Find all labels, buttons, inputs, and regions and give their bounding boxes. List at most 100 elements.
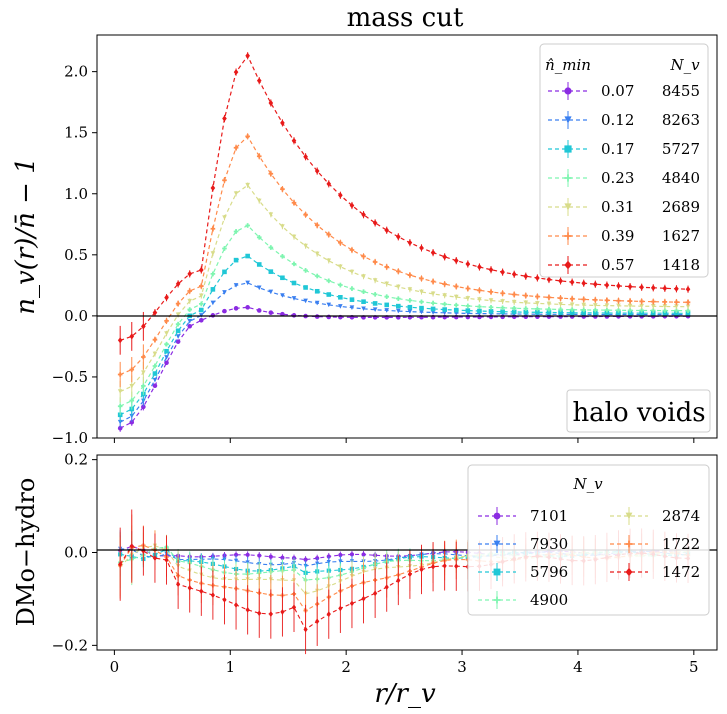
top-point-0.57 <box>372 219 378 226</box>
top-point-0.57 <box>523 273 529 280</box>
bottom-point-1472 <box>430 563 436 570</box>
top-point-0.31 <box>175 312 181 318</box>
top-point-0.31 <box>361 274 366 279</box>
top-point-0.17 <box>349 297 355 302</box>
top-point-0.23 <box>187 307 193 312</box>
top-point-0.23 <box>477 304 482 309</box>
top-point-0.17 <box>523 309 529 315</box>
top-point-0.39 <box>430 279 436 284</box>
bottom-legend-marker <box>493 512 501 520</box>
bottom-legend-item: 4900 <box>478 591 568 609</box>
top-point-0.12 <box>233 283 239 288</box>
top-point-0.31 <box>523 300 529 306</box>
top-point-0.57 <box>210 184 216 192</box>
top-point-0.57 <box>674 285 679 292</box>
top-point-0.23 <box>569 307 575 312</box>
top-point-0.57 <box>569 279 575 286</box>
top-line-0.31 <box>119 184 689 393</box>
top-legend-marker <box>564 260 572 270</box>
bottom-xtick-label: 1 <box>225 658 235 676</box>
bottom-y-axis-label: DMo−hydro <box>12 478 40 627</box>
top-point-0.17 <box>326 292 332 297</box>
top-point-0.57 <box>384 227 390 234</box>
bottom-xtick-label: 4 <box>573 658 583 676</box>
bottom-point-1472 <box>187 585 192 591</box>
top-point-0.31 <box>349 269 355 275</box>
top-point-0.39 <box>256 153 262 159</box>
top-point-0.17 <box>569 310 575 316</box>
top-legend-header-nmin: n̂_min <box>545 56 591 74</box>
top-point-0.12 <box>419 309 424 315</box>
top-point-0.39 <box>639 299 644 304</box>
top-point-0.17 <box>627 310 633 316</box>
top-legend: n̂_min N_v 0.07 8455 0.12 8263 0.17 5727 0.23 4… <box>539 43 709 278</box>
top-ytick-label: 0.0 <box>64 307 88 325</box>
top-point-0.17 <box>198 307 204 313</box>
top-point-0.31 <box>291 234 297 240</box>
top-point-0.31 <box>650 304 656 309</box>
top-point-0.23 <box>361 289 366 295</box>
bottom-point-7930 <box>338 559 343 564</box>
top-point-0.07 <box>222 308 227 314</box>
top-legend-item: 0.07 8455 <box>548 82 700 100</box>
bottom-point-1472 <box>361 595 366 602</box>
top-point-0.31 <box>500 299 505 304</box>
top-point-0.57 <box>593 281 598 288</box>
top-line-0.17 <box>119 255 688 416</box>
top-point-0.57 <box>129 333 135 340</box>
top-point-0.57 <box>222 115 227 122</box>
top-point-0.23 <box>129 398 135 403</box>
bottom-point-1472 <box>268 611 273 617</box>
top-point-0.07 <box>291 313 297 318</box>
top-point-0.57 <box>650 284 656 291</box>
top-point-0.31 <box>396 284 401 290</box>
top-point-0.39 <box>535 294 540 299</box>
top-point-0.39 <box>384 264 390 270</box>
top-point-0.31 <box>303 243 308 249</box>
top-point-0.23 <box>164 341 169 347</box>
bottom-point-7101 <box>280 555 285 560</box>
bottom-point-1472 <box>118 561 123 568</box>
bottom-line-1472 <box>119 545 689 631</box>
top-point-0.12 <box>175 334 181 339</box>
top-point-0.17 <box>453 307 459 313</box>
bottom-legend-marker <box>625 512 633 520</box>
top-plot-frame <box>96 34 718 439</box>
top-legend-marker <box>564 116 572 124</box>
top-point-0.31 <box>546 301 552 307</box>
top-legend-item: 0.39 1627 <box>548 227 700 245</box>
top-point-0.12 <box>372 307 378 312</box>
top-point-0.57 <box>500 269 505 276</box>
annotation-text: halo voids <box>572 398 705 428</box>
top-point-0.57 <box>396 233 401 240</box>
top-point-0.07 <box>210 313 216 318</box>
top-point-0.39 <box>152 337 158 342</box>
top-point-0.31 <box>604 303 610 308</box>
bottom-point-1472 <box>233 602 239 608</box>
top-point-0.31 <box>639 303 644 309</box>
top-point-0.23 <box>535 306 540 312</box>
bottom-legend-count: 1472 <box>662 563 700 581</box>
top-legend-item: 0.17 5727 <box>548 140 700 158</box>
top-point-0.17 <box>233 257 239 263</box>
top-legend-count: 4840 <box>662 169 700 187</box>
top-point-0.57 <box>627 283 633 290</box>
top-point-0.31 <box>535 301 540 306</box>
top-point-0.39 <box>488 289 494 295</box>
top-point-0.57 <box>639 284 644 291</box>
top-point-0.39 <box>523 293 529 298</box>
top-point-0.31 <box>372 278 378 283</box>
top-point-0.07 <box>256 308 262 313</box>
top-point-0.39 <box>210 226 216 232</box>
top-point-0.23 <box>465 303 471 309</box>
top-point-0.57 <box>256 77 262 84</box>
bottom-point-1472 <box>280 609 285 615</box>
top-point-0.23 <box>152 363 158 369</box>
top-point-0.17 <box>384 302 390 308</box>
bottom-point-1472 <box>442 562 447 569</box>
top-point-0.31 <box>674 304 679 309</box>
top-point-0.23 <box>442 301 447 307</box>
top-point-0.12 <box>326 302 332 308</box>
top-point-0.23 <box>419 299 424 305</box>
top-point-0.57 <box>141 323 146 330</box>
